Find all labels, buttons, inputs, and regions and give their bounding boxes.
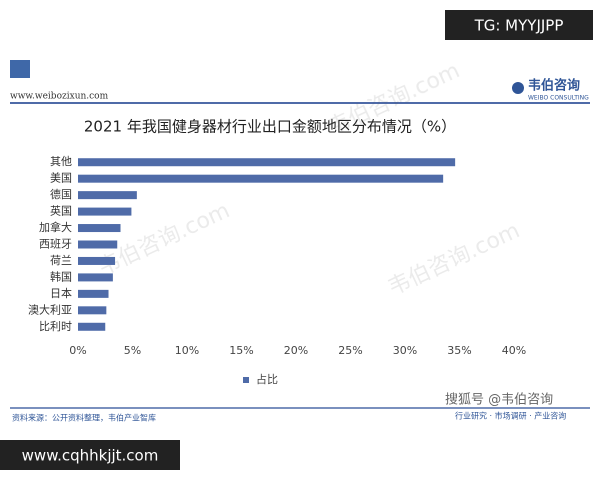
- source-note: 资料来源：公开资料整理，韦伯产业智库: [12, 413, 156, 423]
- bar: [78, 289, 109, 298]
- bar: [78, 240, 118, 249]
- bar: [78, 174, 444, 183]
- y-tick-label: 其他: [50, 155, 72, 168]
- bar: [78, 158, 456, 167]
- slogan: 行业研究 · 市场调研 · 产业咨询: [455, 411, 566, 421]
- y-tick-label: 韩国: [50, 269, 72, 283]
- overlay-box: [445, 10, 593, 40]
- x-tick-label: 40%: [502, 344, 526, 357]
- y-tick-label: 英国: [50, 204, 72, 218]
- x-tick-label: 30%: [393, 344, 417, 357]
- bar: [78, 273, 113, 282]
- y-tick-label: 美国: [50, 172, 72, 185]
- y-tick-label: 荷兰: [50, 254, 72, 267]
- platform-watermark: 搜狐号 @韦伯咨询: [445, 393, 553, 408]
- logo-text: 韦伯咨询: [528, 78, 580, 94]
- chart-title: 2021 年我国健身器材行业出口金额地区分布情况（%）: [84, 118, 456, 136]
- bar: [78, 191, 137, 200]
- y-tick-label: 比利时: [39, 320, 72, 333]
- bar: [78, 207, 132, 216]
- y-tick-label: 日本: [50, 286, 72, 300]
- bar: [78, 224, 121, 233]
- x-tick-label: 10%: [175, 344, 199, 357]
- x-tick-label: 5%: [124, 344, 141, 357]
- x-tick-label: 25%: [338, 344, 362, 357]
- bar: [78, 256, 116, 265]
- site-url: www.weibozixun.com: [10, 92, 109, 102]
- y-tick-label: 西班牙: [39, 238, 72, 251]
- overlay-text: www.cqhhkjjt.com: [22, 447, 159, 465]
- x-tick-label: 20%: [284, 344, 308, 357]
- logo-icon: [512, 82, 524, 94]
- x-tick-label: 0%: [69, 344, 86, 357]
- y-tick-label: 加拿大: [39, 220, 72, 234]
- y-tick-label: 德国: [50, 187, 72, 201]
- logo-square: [10, 60, 30, 78]
- bar: [78, 322, 106, 331]
- overlay-text: TG: MYYJJPP: [474, 17, 564, 35]
- y-tick-label: 澳大利亚: [28, 302, 72, 316]
- legend-swatch: [243, 377, 249, 383]
- x-tick-label: 15%: [229, 344, 253, 357]
- logo-sub: WEIBO CONSULTING: [528, 95, 589, 102]
- legend-label: 占比: [256, 372, 278, 386]
- overlay-box: [0, 440, 180, 470]
- bar: [78, 306, 107, 315]
- x-tick-label: 35%: [447, 344, 471, 357]
